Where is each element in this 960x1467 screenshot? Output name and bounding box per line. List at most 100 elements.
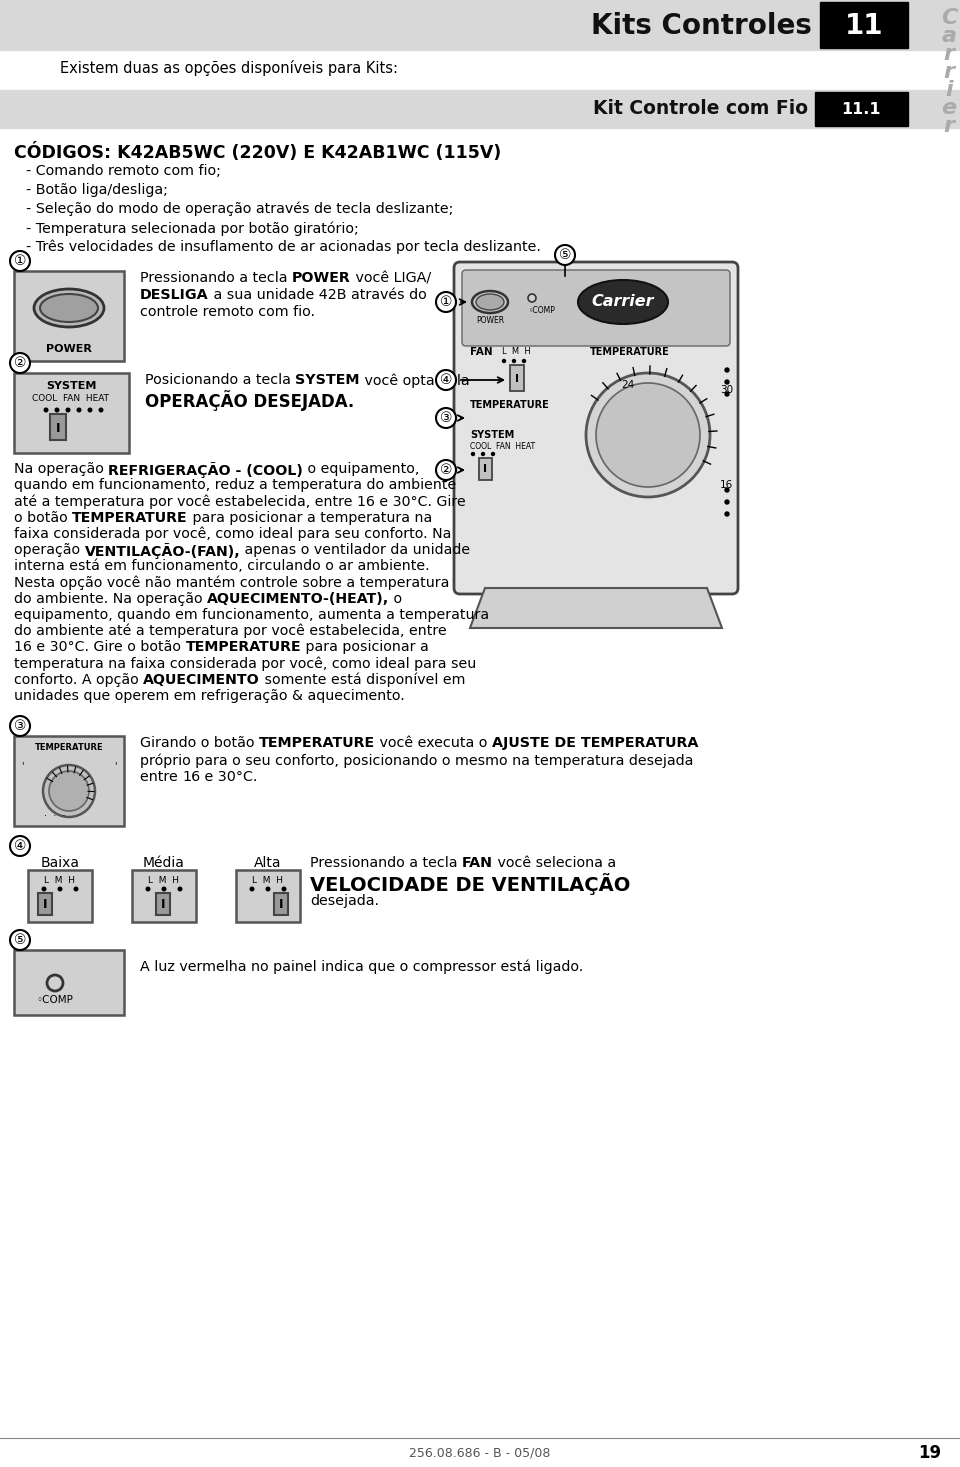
FancyBboxPatch shape <box>14 951 124 1015</box>
Text: Nesta opção você não mantém controle sobre a temperatura: Nesta opção você não mantém controle sob… <box>14 575 449 590</box>
Text: controle remoto com fio.: controle remoto com fio. <box>140 305 315 318</box>
Text: Baixa: Baixa <box>40 857 80 870</box>
Text: L  M  H: L M H <box>44 876 76 885</box>
Text: AJUSTE DE TEMPERATURA: AJUSTE DE TEMPERATURA <box>492 736 698 750</box>
Circle shape <box>10 716 30 736</box>
Text: Pressionando a tecla: Pressionando a tecla <box>140 271 292 285</box>
Text: do ambiente. Na operação: do ambiente. Na operação <box>14 591 207 606</box>
Text: 19: 19 <box>919 1444 942 1463</box>
Text: - Três velocidades de insuflamento de ar acionadas por tecla deslizante.: - Três velocidades de insuflamento de ar… <box>26 241 540 254</box>
Circle shape <box>10 836 30 857</box>
Bar <box>0 0 960 50</box>
Bar <box>820 1 908 48</box>
Text: C: C <box>941 7 957 28</box>
Text: FAN: FAN <box>462 857 493 870</box>
Circle shape <box>436 292 456 312</box>
FancyBboxPatch shape <box>14 373 129 453</box>
Circle shape <box>482 452 485 455</box>
Circle shape <box>66 408 70 412</box>
Circle shape <box>88 408 92 412</box>
Text: e: e <box>942 98 956 117</box>
Text: você opta pela: você opta pela <box>360 373 469 387</box>
Text: somente está disponível em: somente está disponível em <box>260 672 466 687</box>
Circle shape <box>42 888 46 890</box>
Text: SYSTEM: SYSTEM <box>470 430 515 440</box>
Text: r: r <box>944 44 954 65</box>
Text: I: I <box>483 464 487 474</box>
Text: ': ' <box>21 761 23 772</box>
Text: Gire o botão: Gire o botão <box>89 640 185 654</box>
Text: o: o <box>390 591 402 606</box>
Text: temperatura na faixa considerada por você, como ideal para seu: temperatura na faixa considerada por voc… <box>14 656 476 670</box>
Circle shape <box>725 512 729 516</box>
Text: SYSTEM: SYSTEM <box>46 381 96 392</box>
Text: a: a <box>942 26 956 45</box>
Text: REFRIGERAÇÃO - (COOL): REFRIGERAÇÃO - (COOL) <box>108 462 303 478</box>
Ellipse shape <box>476 293 504 310</box>
Text: Na operação: Na operação <box>14 462 108 475</box>
Text: L  M  H: L M H <box>252 876 283 885</box>
Ellipse shape <box>578 280 668 324</box>
Text: TEMPERATURE: TEMPERATURE <box>72 511 188 525</box>
Text: ': ' <box>113 761 116 772</box>
Text: ③: ③ <box>440 411 452 425</box>
Ellipse shape <box>472 290 508 312</box>
Text: ⑤: ⑤ <box>559 248 571 263</box>
Text: TEMPERATURE: TEMPERATURE <box>259 736 375 750</box>
Circle shape <box>725 392 729 396</box>
Text: faixa considerada por você, como ideal para seu conforto. Na: faixa considerada por você, como ideal p… <box>14 527 451 541</box>
Text: conforto. A opção: conforto. A opção <box>14 672 143 687</box>
Circle shape <box>522 359 525 362</box>
Text: ①: ① <box>13 254 26 268</box>
Text: ④: ④ <box>13 839 26 852</box>
Text: 256.08.686 - B - 05/08: 256.08.686 - B - 05/08 <box>409 1446 551 1460</box>
FancyBboxPatch shape <box>462 270 730 346</box>
Text: para posicionar a: para posicionar a <box>301 640 429 654</box>
Text: 30: 30 <box>720 384 733 395</box>
Circle shape <box>436 461 456 480</box>
Text: AQUECIMENTO: AQUECIMENTO <box>143 672 260 687</box>
Text: até a temperatura por você estabelecida, entre 16 e 30°C. Gire: até a temperatura por você estabelecida,… <box>14 494 466 509</box>
Text: ③: ③ <box>13 719 26 734</box>
Text: operação: operação <box>14 543 84 557</box>
Circle shape <box>471 452 474 455</box>
Text: TEMPERATURE: TEMPERATURE <box>35 742 104 753</box>
Circle shape <box>10 251 30 271</box>
Circle shape <box>10 354 30 373</box>
Text: TEMPERATURE: TEMPERATURE <box>470 400 550 409</box>
Text: OPERAÇÃO DESEJADA.: OPERAÇÃO DESEJADA. <box>145 390 354 411</box>
Text: entre: entre <box>140 770 182 783</box>
Text: Posicionando a tecla: Posicionando a tecla <box>145 373 296 387</box>
Text: SYSTEM: SYSTEM <box>296 373 360 387</box>
Circle shape <box>513 359 516 362</box>
Text: FAN: FAN <box>470 348 492 356</box>
Text: r: r <box>944 116 954 136</box>
FancyBboxPatch shape <box>28 870 92 921</box>
Text: ①: ① <box>440 295 452 310</box>
Text: Pressionando a tecla: Pressionando a tecla <box>310 857 462 870</box>
Text: Média: Média <box>143 857 185 870</box>
Circle shape <box>10 930 30 951</box>
Text: o botão: o botão <box>14 511 72 525</box>
Circle shape <box>74 888 78 890</box>
Circle shape <box>725 380 729 384</box>
Circle shape <box>725 489 729 491</box>
Text: L  M  H: L M H <box>502 348 531 356</box>
Text: Carrier: Carrier <box>591 295 655 310</box>
Circle shape <box>266 888 270 890</box>
Text: ·  ·  ·: · · · <box>44 811 65 822</box>
Circle shape <box>43 764 95 817</box>
Text: quando em funcionamento, reduz a temperatura do ambiente: quando em funcionamento, reduz a tempera… <box>14 478 456 493</box>
Circle shape <box>725 500 729 505</box>
Text: você seleciona a: você seleciona a <box>493 857 616 870</box>
Text: POWER: POWER <box>292 271 350 285</box>
Text: COOL  FAN  HEAT: COOL FAN HEAT <box>33 395 109 403</box>
Text: TEMPERATURE: TEMPERATURE <box>590 348 670 356</box>
Circle shape <box>179 888 181 890</box>
Text: ②: ② <box>440 464 452 477</box>
Text: próprio para o seu conforto, posicionando o mesmo na temperatura desejada: próprio para o seu conforto, posicionand… <box>140 753 693 767</box>
Ellipse shape <box>40 293 98 321</box>
Text: 24: 24 <box>621 380 635 390</box>
Text: 16 e 30°C.: 16 e 30°C. <box>14 640 89 654</box>
Circle shape <box>77 408 81 412</box>
